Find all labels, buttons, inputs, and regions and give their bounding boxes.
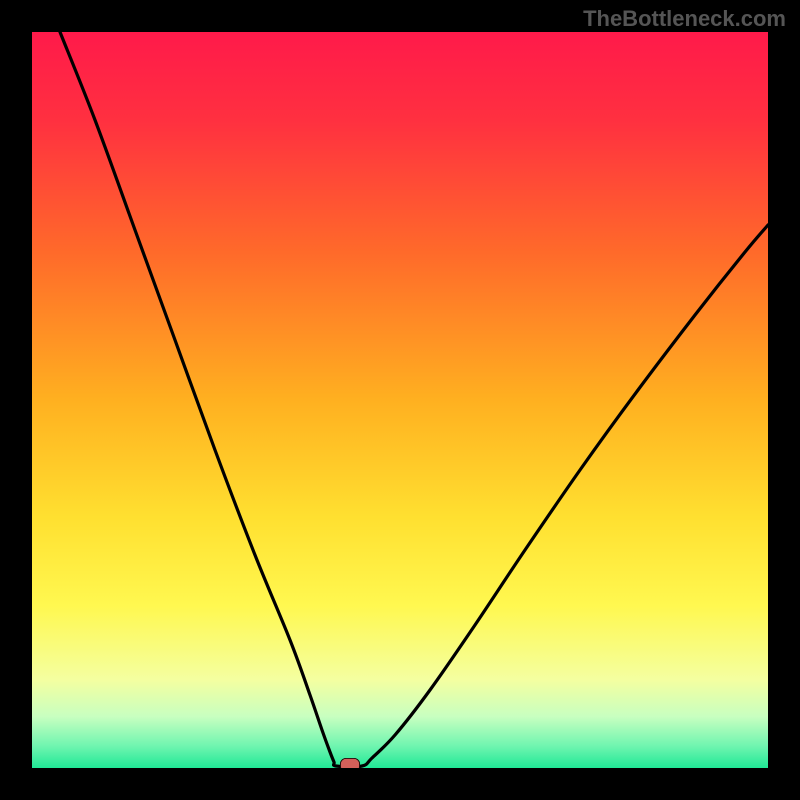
watermark-text: TheBottleneck.com xyxy=(583,6,786,32)
gradient-background xyxy=(32,32,768,768)
chart-container: TheBottleneck.com xyxy=(0,0,800,800)
minimum-marker xyxy=(340,758,360,772)
